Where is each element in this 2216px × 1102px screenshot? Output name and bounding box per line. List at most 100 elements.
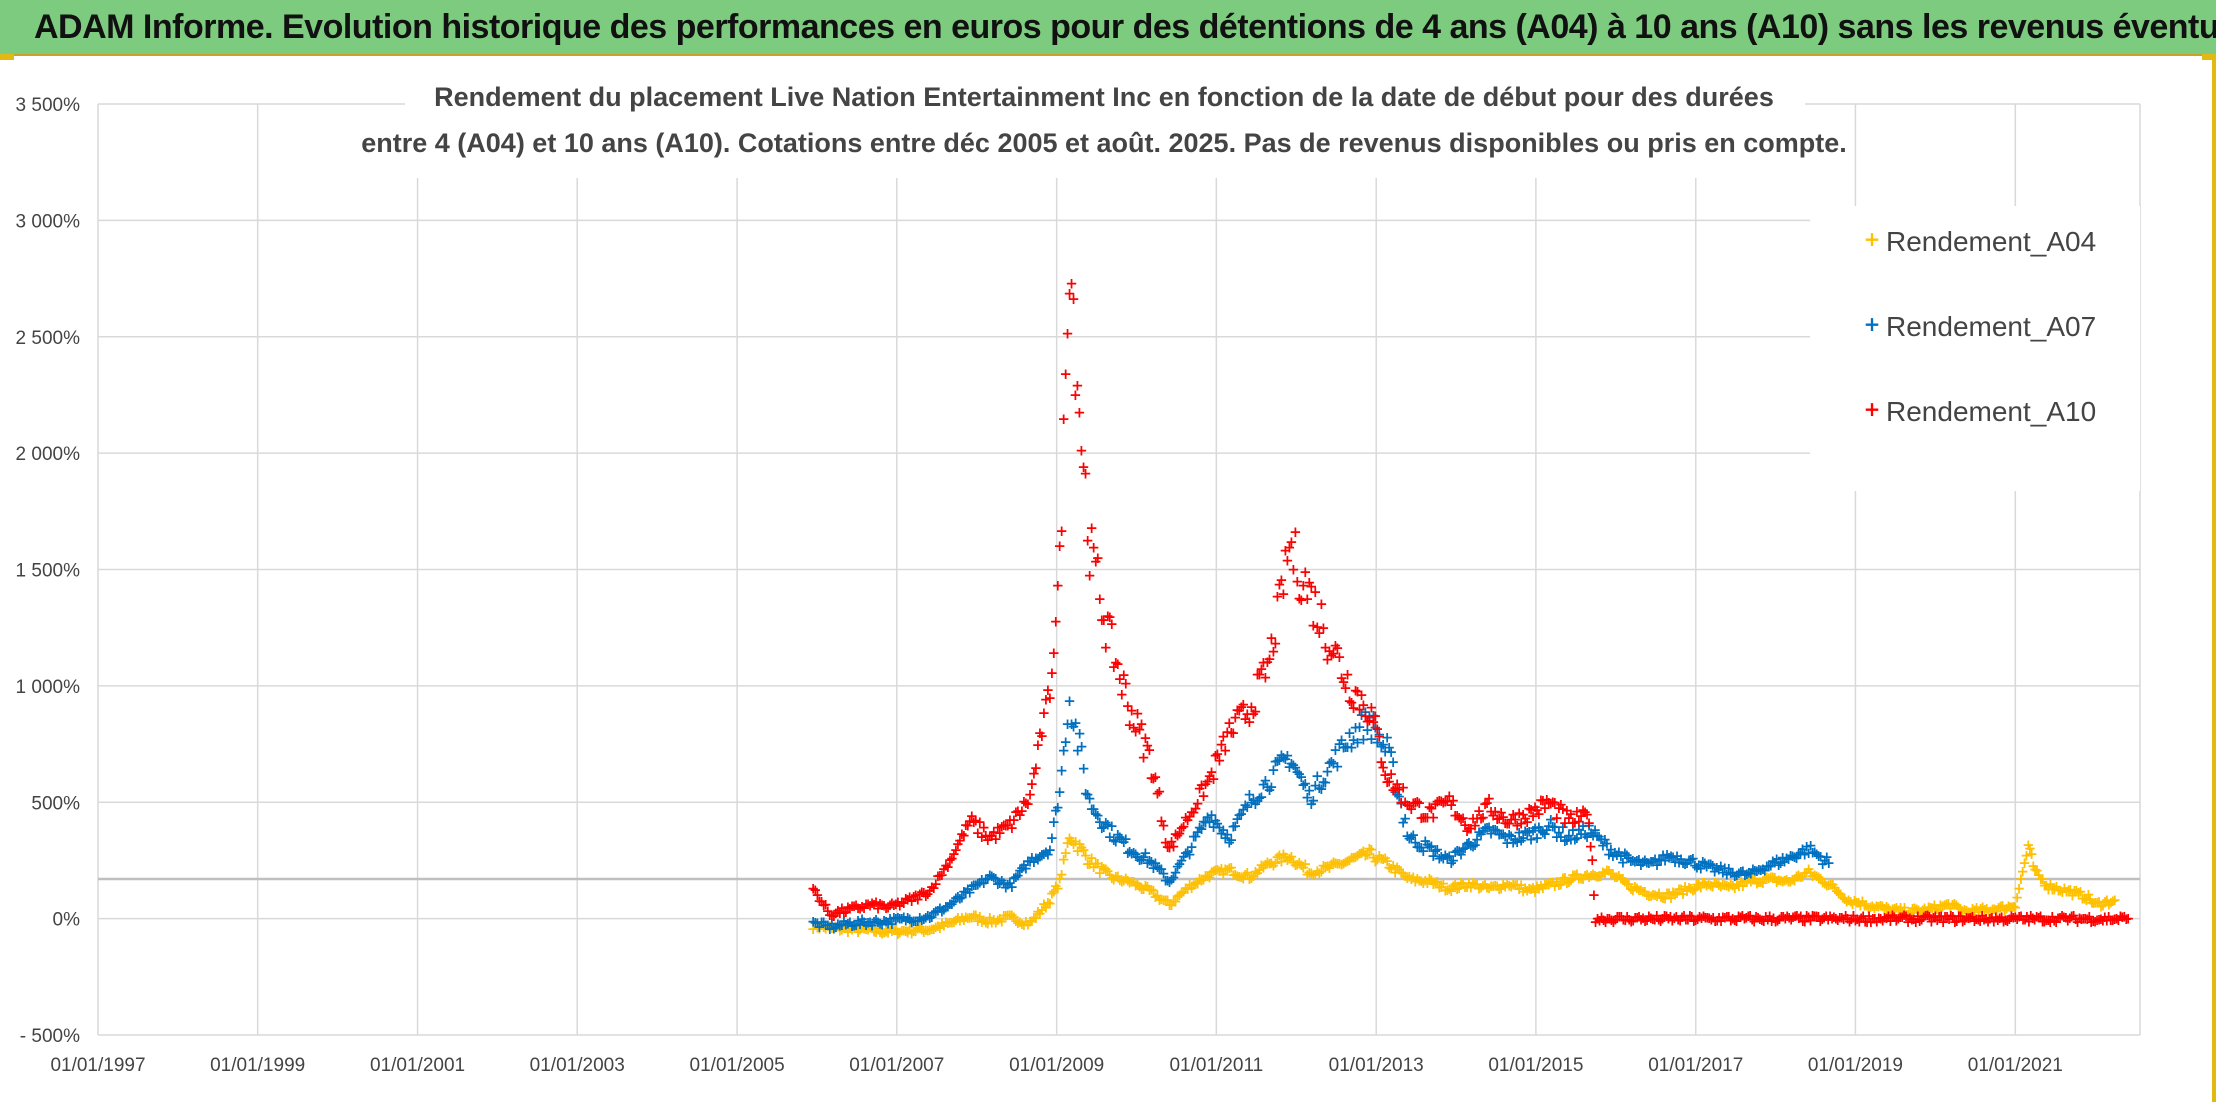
data-point: + xyxy=(872,913,885,931)
data-point: + xyxy=(1702,855,1715,873)
data-point: + xyxy=(1075,839,1088,857)
data-point: + xyxy=(1143,851,1156,869)
data-point: + xyxy=(1549,877,1562,895)
data-point: + xyxy=(1413,872,1426,890)
data-point: + xyxy=(870,911,883,929)
data-point: + xyxy=(1806,867,1819,885)
data-point: + xyxy=(1305,795,1318,813)
data-point: + xyxy=(1589,821,1602,839)
data-point: + xyxy=(1243,786,1256,804)
data-point: + xyxy=(1297,776,1310,794)
data-point: + xyxy=(985,867,998,885)
data-point: + xyxy=(1838,890,1851,908)
data-point: + xyxy=(1175,884,1188,902)
data-point: + xyxy=(1335,731,1348,749)
data-point: + xyxy=(1095,858,1108,876)
data-point: + xyxy=(1609,844,1622,862)
data-point: + xyxy=(1916,901,1929,919)
page-title: ADAM Informe. Evolution historique des p… xyxy=(34,8,2216,46)
data-point: + xyxy=(854,915,867,933)
data-point: + xyxy=(1557,818,1570,836)
data-point: + xyxy=(1443,880,1456,898)
data-point: + xyxy=(1976,898,1989,916)
data-point: + xyxy=(1720,877,1733,895)
data-point: + xyxy=(1710,874,1723,892)
data-point: + xyxy=(946,895,959,913)
data-point: + xyxy=(936,903,949,921)
data-point: + xyxy=(1820,876,1833,894)
data-point: + xyxy=(1527,822,1540,840)
data-point: + xyxy=(1259,771,1272,789)
data-point: + xyxy=(1653,851,1666,869)
data-point: + xyxy=(1293,853,1306,871)
data-point: + xyxy=(1093,864,1106,882)
data-point: + xyxy=(1595,830,1608,848)
data-point: + xyxy=(1751,875,1764,893)
data-point: + xyxy=(811,919,824,937)
data-point: + xyxy=(1049,877,1062,895)
data-point: + xyxy=(1695,878,1708,896)
data-point: + xyxy=(1671,847,1684,865)
data-point: + xyxy=(1341,852,1354,870)
data-point: + xyxy=(899,922,912,940)
data-point: + xyxy=(1599,831,1612,849)
data-point: + xyxy=(1169,892,1182,910)
data-point: + xyxy=(1774,872,1787,890)
data-point: + xyxy=(1249,703,1262,721)
y-tick-label: - 500% xyxy=(20,1026,80,1047)
data-point: + xyxy=(1453,879,1466,897)
data-point: + xyxy=(1741,872,1754,890)
data-point: + xyxy=(1283,758,1296,776)
data-point: + xyxy=(973,874,986,892)
data-point: + xyxy=(1091,854,1104,872)
data-point: + xyxy=(1014,862,1027,880)
data-point: + xyxy=(1605,864,1618,882)
data-point: + xyxy=(1149,854,1162,872)
data-point: + xyxy=(1655,888,1668,906)
data-point: + xyxy=(1441,848,1454,866)
data-point: + xyxy=(817,913,830,931)
legend-label: Rendement_A10 xyxy=(1886,396,2096,427)
data-point: + xyxy=(1253,789,1266,807)
data-point: + xyxy=(952,908,965,926)
data-point: + xyxy=(1683,878,1696,896)
data-point: + xyxy=(1093,813,1106,831)
data-point: + xyxy=(813,918,826,936)
data-point: + xyxy=(1447,852,1460,870)
data-point: + xyxy=(1766,852,1779,870)
data-point: + xyxy=(1619,844,1632,862)
data-point: + xyxy=(1515,831,1528,849)
data-point: + xyxy=(1449,843,1462,861)
data-point: + xyxy=(1816,874,1829,892)
data-point: + xyxy=(1123,873,1136,891)
data-point: + xyxy=(1117,833,1130,851)
data-point: + xyxy=(844,919,857,937)
legend-marker: + xyxy=(1864,397,1881,421)
data-point: + xyxy=(1493,826,1506,844)
data-point: + xyxy=(1067,717,1080,735)
data-point: + xyxy=(1569,831,1582,849)
data-point: + xyxy=(1441,881,1454,899)
data-point: + xyxy=(852,923,865,941)
data-point: + xyxy=(1233,806,1246,824)
data-point: + xyxy=(2044,875,2057,893)
data-point: + xyxy=(1275,746,1288,764)
data-point: + xyxy=(1543,817,1556,835)
data-point: + xyxy=(1363,840,1376,858)
data-point: + xyxy=(1141,877,1154,895)
data-point: + xyxy=(954,912,967,930)
data-point: + xyxy=(1597,863,1610,881)
data-point: + xyxy=(1193,819,1206,837)
data-point: + xyxy=(2046,881,2059,899)
data-point: + xyxy=(2091,894,2104,912)
data-point: + xyxy=(876,915,889,933)
data-point: + xyxy=(1351,734,1364,752)
data-point: + xyxy=(1423,870,1436,888)
data-point: + xyxy=(1593,828,1606,846)
data-point: + xyxy=(1495,880,1508,898)
data-point: + xyxy=(1281,851,1294,869)
data-point: + xyxy=(1371,851,1384,869)
data-point: + xyxy=(962,880,975,898)
data-point: + xyxy=(1691,858,1704,876)
data-point: + xyxy=(1263,855,1276,873)
